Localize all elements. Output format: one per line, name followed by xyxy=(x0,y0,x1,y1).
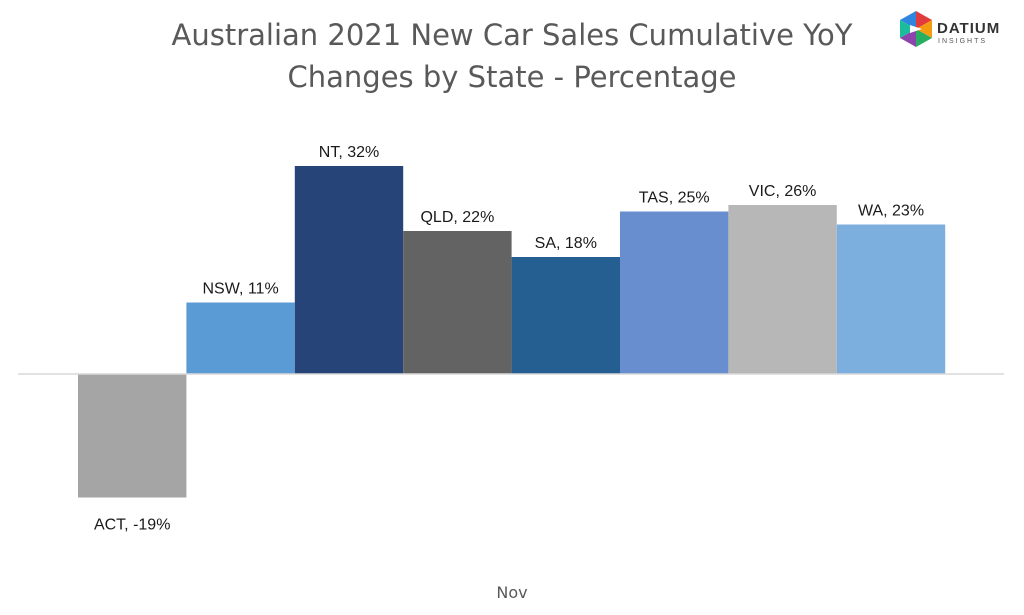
data-label-tas: TAS, 25% xyxy=(639,190,710,207)
bar-wa xyxy=(836,224,946,374)
datium-logo: DATIUM INSIGHTS xyxy=(900,11,1000,47)
data-label-qld: QLD, 22% xyxy=(420,209,494,226)
bar-nsw xyxy=(186,302,295,374)
data-label-nt: NT, 32% xyxy=(319,144,379,161)
data-label-vic: VIC, 26% xyxy=(749,183,817,200)
chart-title-line-2: Changes by State - Percentage xyxy=(288,60,737,94)
bar-vic xyxy=(728,205,837,374)
bar-qld xyxy=(403,231,512,374)
bar-tas xyxy=(620,211,729,374)
data-label-sa: SA, 18% xyxy=(535,235,597,252)
datium-logo-word: DATIUM xyxy=(937,20,1000,37)
bar-sa xyxy=(511,257,620,374)
bar-nt xyxy=(294,166,404,374)
data-label-act: ACT, -19% xyxy=(94,517,170,534)
plot-area: ACT, -19% NSW, 11% NT, 32% QLD, 22% SA, 18% T… xyxy=(78,144,946,534)
data-label-nsw: NSW, 11% xyxy=(203,281,279,298)
x-category-label: Nov xyxy=(496,583,527,602)
datium-logo-icon xyxy=(900,11,932,47)
chart-title-line-1: Australian 2021 New Car Sales Cumulative… xyxy=(172,18,853,52)
datium-logo-subtitle: INSIGHTS xyxy=(938,38,987,45)
bar-act xyxy=(78,374,187,498)
data-label-wa: WA, 23% xyxy=(858,203,924,220)
chart-title: Australian 2021 New Car Sales Cumulative… xyxy=(172,18,853,94)
